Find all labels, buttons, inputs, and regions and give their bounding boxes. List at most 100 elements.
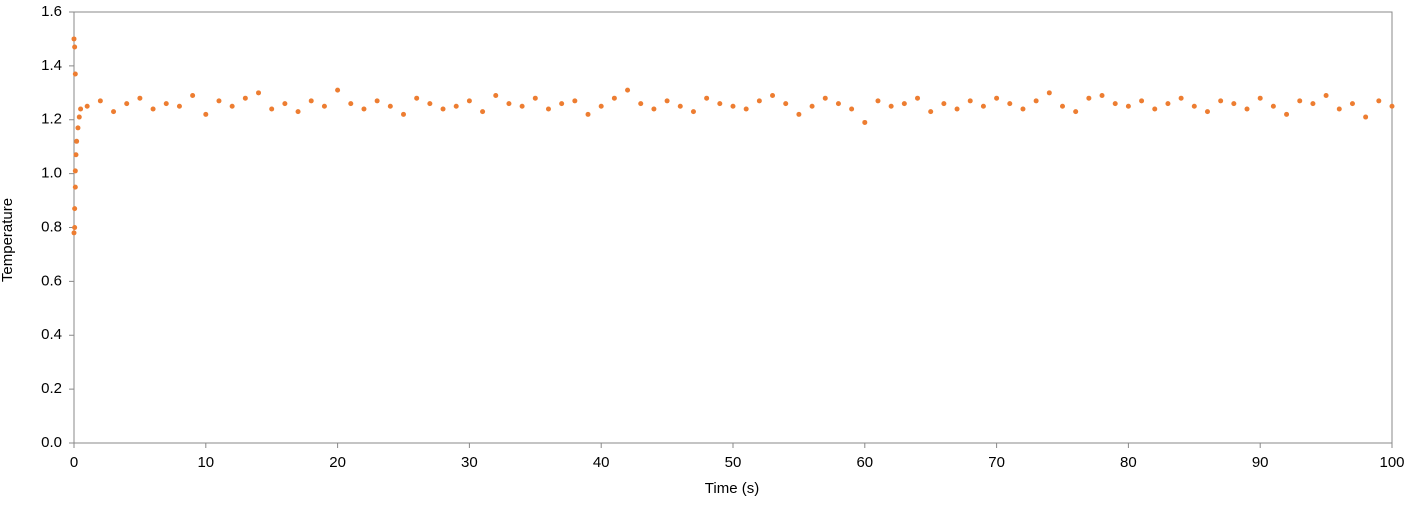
y-tick-label: 1.4: [41, 57, 62, 74]
data-point: [822, 95, 828, 101]
data-point: [1073, 109, 1079, 115]
plot-frame: [73, 11, 1393, 444]
data-point: [269, 106, 275, 112]
data-point: [1125, 103, 1131, 109]
data-point: [849, 106, 855, 112]
data-point: [545, 106, 551, 112]
data-point: [97, 98, 103, 104]
data-point: [1033, 98, 1039, 104]
data-point: [190, 93, 196, 99]
data-point: [1310, 101, 1316, 107]
data-point: [348, 101, 354, 107]
x-tick-label: 50: [725, 454, 742, 471]
data-point: [954, 106, 960, 112]
data-point: [1191, 103, 1197, 109]
data-point: [730, 103, 736, 109]
data-point: [256, 90, 262, 96]
y-tick-label: 0.4: [41, 326, 62, 343]
data-point: [72, 168, 78, 174]
data-point: [704, 95, 710, 101]
data-point: [717, 101, 723, 107]
data-point: [216, 98, 222, 104]
data-point: [111, 109, 117, 115]
data-point: [559, 101, 565, 107]
data-point: [783, 101, 789, 107]
data-point: [915, 95, 921, 101]
data-point: [137, 95, 143, 101]
data-point: [78, 106, 84, 112]
y-tick-label: 0.8: [41, 218, 62, 235]
data-point: [928, 109, 934, 115]
y-tick-label: 1.6: [41, 3, 62, 20]
x-tick-label: 40: [593, 454, 610, 471]
data-point: [1323, 93, 1329, 99]
data-point: [203, 111, 209, 117]
data-point: [76, 114, 82, 120]
data-point: [901, 101, 907, 107]
data-point: [1244, 106, 1250, 112]
x-tick-label: 0: [70, 454, 78, 471]
y-tick-label: 1.0: [41, 165, 62, 182]
data-point: [862, 119, 868, 125]
data-point: [1231, 101, 1237, 107]
data-point: [651, 106, 657, 112]
data-point: [374, 98, 380, 104]
data-point: [1020, 106, 1026, 112]
data-point: [941, 101, 947, 107]
y-tick-label: 1.2: [41, 111, 62, 128]
data-point: [664, 98, 670, 104]
data-point: [1270, 103, 1276, 109]
data-point: [888, 103, 894, 109]
data-point: [414, 95, 420, 101]
data-point: [72, 184, 78, 190]
data-point: [282, 101, 288, 107]
x-tick-label: 100: [1379, 454, 1404, 471]
data-point: [387, 103, 393, 109]
data-point: [74, 138, 80, 144]
x-tick-label: 70: [988, 454, 1005, 471]
x-tick-label: 80: [1120, 454, 1137, 471]
data-point: [361, 106, 367, 112]
data-point: [1007, 101, 1013, 107]
x-tick-label: 60: [856, 454, 873, 471]
data-point: [335, 87, 341, 93]
data-point: [967, 98, 973, 104]
data-point: [75, 125, 81, 131]
data-point: [1297, 98, 1303, 104]
data-point: [72, 225, 78, 230]
data-point: [506, 101, 512, 107]
data-point: [1112, 101, 1118, 107]
x-tick-label: 10: [197, 454, 214, 471]
data-point: [242, 95, 248, 101]
x-tick-label: 30: [461, 454, 478, 471]
data-point: [1389, 103, 1395, 109]
data-point: [176, 103, 182, 109]
data-point: [124, 101, 130, 107]
x-tick-label: 90: [1252, 454, 1269, 471]
y-tick-label: 0.2: [41, 380, 62, 397]
data-point: [1204, 109, 1210, 115]
data-point: [1218, 98, 1224, 104]
data-point: [1086, 95, 1092, 101]
data-point: [585, 111, 591, 117]
data-point: [1349, 101, 1355, 107]
data-point: [308, 98, 314, 104]
data-point: [809, 103, 815, 109]
data-point: [1376, 98, 1382, 104]
data-point: [321, 103, 327, 109]
data-point: [427, 101, 433, 107]
data-point: [1178, 95, 1184, 101]
data-point: [796, 111, 802, 117]
data-point: [994, 95, 1000, 101]
data-point: [480, 109, 486, 115]
data-point: [532, 95, 538, 101]
data-point: [980, 103, 986, 109]
data-point: [71, 230, 77, 236]
data-point: [1152, 106, 1158, 112]
data-point: [611, 95, 617, 101]
data-point: [1139, 98, 1145, 104]
data-point: [72, 71, 78, 77]
data-point: [150, 106, 156, 112]
data-point: [73, 152, 79, 158]
